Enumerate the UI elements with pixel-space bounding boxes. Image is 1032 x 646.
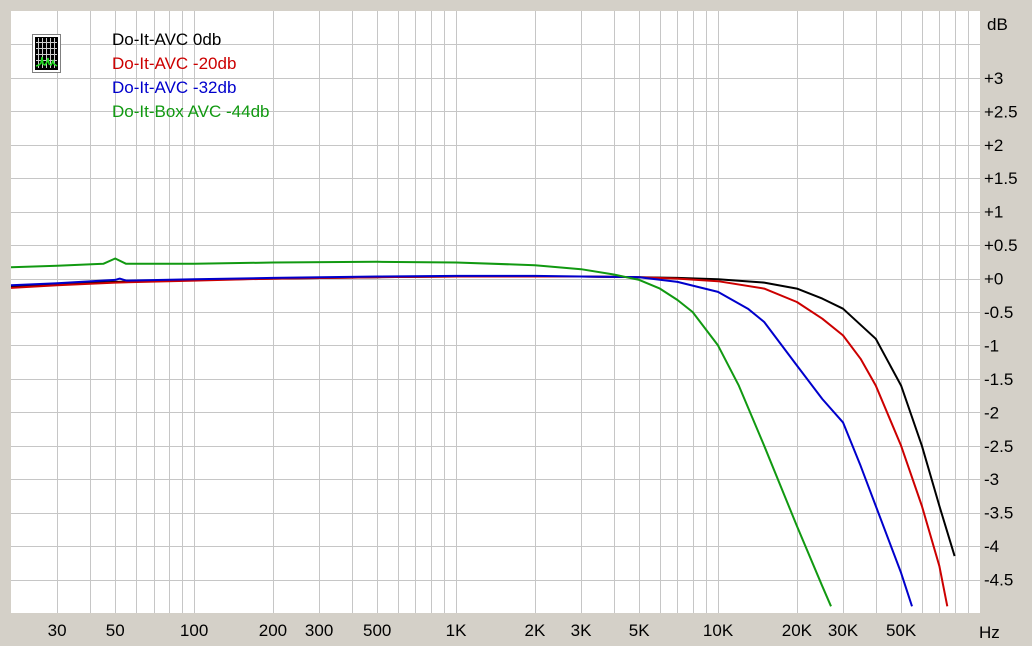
y-tick-label: +2 <box>984 136 1003 155</box>
x-tick-label: 5K <box>629 621 650 640</box>
y-tick-label: +2.5 <box>984 102 1018 121</box>
y-tick-label: -0.5 <box>984 303 1013 322</box>
y-tick-label: -2 <box>984 403 999 422</box>
x-tick-label: 200 <box>259 621 287 640</box>
y-tick-label: -3 <box>984 470 999 489</box>
y-tick-label: +0 <box>984 270 1003 289</box>
y-axis-label: dB <box>987 15 1008 34</box>
x-tick-label: 30 <box>48 621 67 640</box>
y-tick-label: -3.5 <box>984 504 1013 523</box>
y-tick-label: -1 <box>984 336 999 355</box>
legend-entry-1: Do-It-AVC -20db <box>112 54 236 73</box>
x-tick-label: 2K <box>525 621 546 640</box>
y-tick-label: +1 <box>984 203 1003 222</box>
x-tick-label: 300 <box>305 621 333 640</box>
y-tick-label: -4.5 <box>984 571 1013 590</box>
legend: Do-It-AVC 0db Do-It-AVC -20db Do-It-AVC -3… <box>112 30 269 121</box>
spectrum-analyzer-icon[interactable] <box>32 34 61 73</box>
series-line-1 <box>10 275 949 607</box>
x-tick-label: 20K <box>782 621 813 640</box>
y-tick-label: -2.5 <box>984 437 1013 456</box>
series-line-2 <box>10 274 913 607</box>
x-tick-label: 10K <box>703 621 734 640</box>
data-series <box>10 257 956 607</box>
x-tick-label: 50 <box>106 621 125 640</box>
x-tick-label: 500 <box>363 621 391 640</box>
legend-entry-3: Do-It-Box AVC -44db <box>112 102 269 121</box>
x-tick-label: 3K <box>571 621 592 640</box>
y-tick-label: +3 <box>984 69 1003 88</box>
x-tick-label: 30K <box>828 621 859 640</box>
x-tick-labels: 30 50 100 200 300 500 1K 2K 3K 5K 10K 20K 30K 50K <box>48 621 917 640</box>
legend-entry-2: Do-It-AVC -32db <box>112 78 236 97</box>
x-tick-label: 50K <box>886 621 917 640</box>
y-tick-label: +0.5 <box>984 236 1018 255</box>
x-tick-label: 1K <box>446 621 467 640</box>
x-axis-label: Hz <box>979 623 1000 642</box>
y-tick-label: -4 <box>984 537 999 556</box>
grid-lines <box>11 11 980 613</box>
y-tick-label: -1.5 <box>984 370 1013 389</box>
y-tick-label: +1.5 <box>984 169 1018 188</box>
legend-entry-0: Do-It-AVC 0db <box>112 30 221 49</box>
x-tick-label: 100 <box>180 621 208 640</box>
y-tick-labels: +3 +2.5 +2 +1.5 +1 +0.5 +0 -0.5 -1 -1.5 -2 -2.5 -3 -3… <box>984 69 1018 590</box>
series-line-3 <box>10 257 832 607</box>
